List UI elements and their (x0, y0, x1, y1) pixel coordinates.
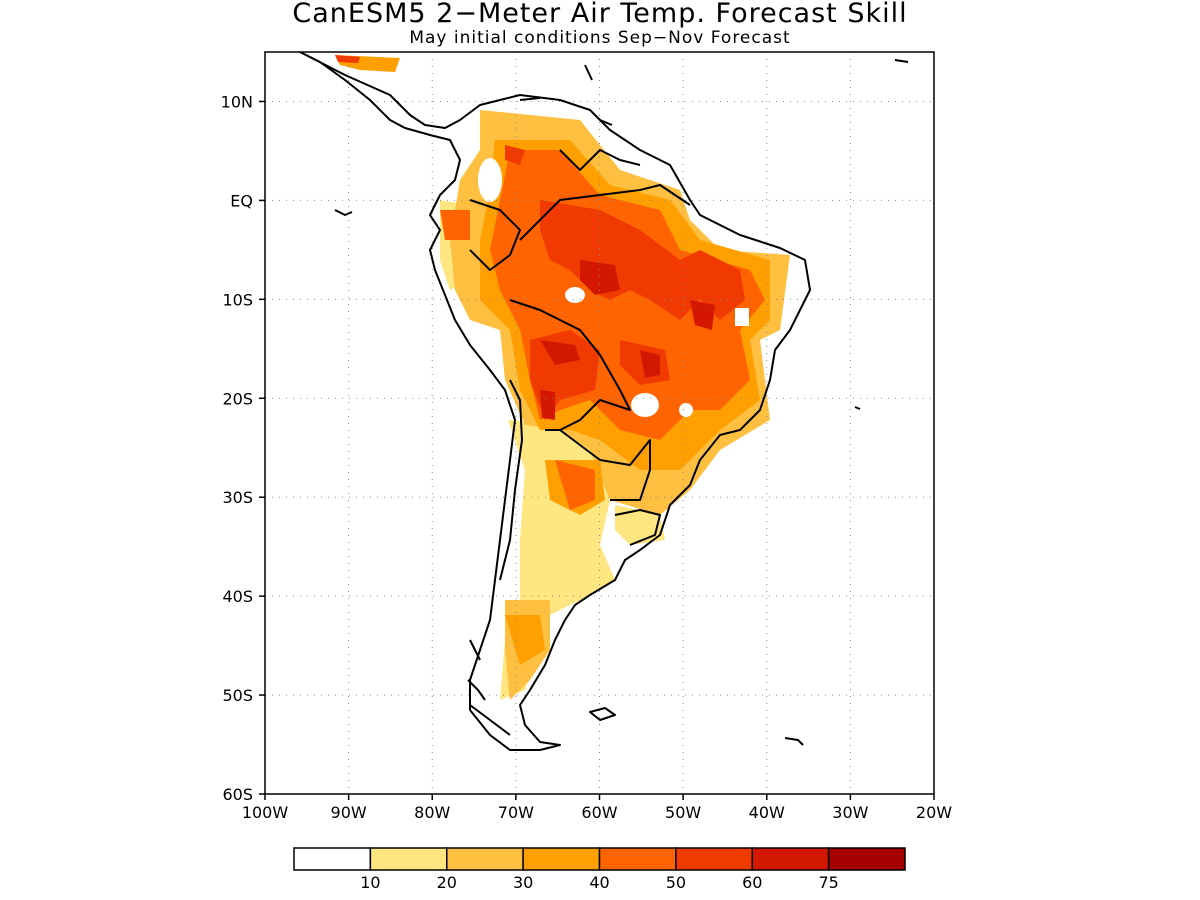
coastlines (299, 52, 909, 751)
falklands (589, 707, 616, 721)
chart-subtitle: May initial conditions Sep−Nov Forecast (409, 28, 791, 48)
colorbar-bin (446, 847, 524, 871)
chart-title: CanESM5 2−Meter Air Temp. Forecast Skill (292, 0, 908, 29)
x-tick-label: 50W (665, 803, 701, 822)
x-tick-label: 30W (832, 803, 868, 822)
colorbar-bin (369, 847, 448, 871)
caribbean-islands (519, 59, 909, 126)
y-tick-label: 20S (222, 389, 253, 408)
colorbar-bin (522, 847, 601, 871)
y-tick-label: 10S (222, 290, 253, 309)
y-tick-label: 10N (221, 92, 253, 111)
x-tick-label: 20W (916, 803, 952, 822)
map-gridlines (265, 52, 934, 794)
x-tick-label: 70W (498, 803, 534, 822)
colorbar-bin (827, 847, 906, 871)
colorbar-bin (675, 847, 753, 871)
colorbar-label: 10 (360, 873, 380, 892)
x-tick-label: 80W (414, 803, 450, 822)
y-tick-label: 50S (222, 686, 253, 705)
colorbar-bin (598, 847, 677, 871)
south-america-coastline (299, 52, 811, 751)
y-tick-label: EQ (230, 191, 253, 210)
colorbar-bin (751, 847, 830, 871)
colorbar-label: 20 (437, 873, 457, 892)
uruguay-border (614, 509, 661, 546)
tierra-del-fuego-islands (467, 639, 511, 736)
x-tick-label: 60W (581, 803, 617, 822)
brazil-border (509, 184, 691, 501)
colorbar-label: 75 (818, 873, 838, 892)
colorbar-label: 40 (589, 873, 609, 892)
y-tick-label: 60S (222, 785, 253, 804)
x-tick-label: 40W (749, 803, 785, 822)
y-tick-label: 30S (222, 488, 253, 507)
colorbar-label: 60 (742, 873, 762, 892)
colorbar-label: 50 (666, 873, 686, 892)
andes-border (499, 379, 523, 581)
northern-border (469, 149, 641, 271)
colorbar-label: 30 (513, 873, 533, 892)
x-tick-label: 100W (242, 803, 289, 822)
galapagos (334, 209, 353, 216)
skill-band-central-america (335, 55, 400, 72)
south-georgia (784, 737, 804, 746)
skill-band-60-75 (540, 260, 715, 420)
skill-field (335, 55, 790, 700)
map-axes: 100W 90W 80W 70W 60W 50W 40W 30W 20W 10N EQ 10S 20S 3… (221, 92, 953, 822)
colorbar: 10 20 30 40 50 60 75 (293, 847, 906, 892)
colorbar-bin (293, 847, 372, 871)
y-tick-label: 40S (222, 587, 253, 606)
east-brazil-island (854, 406, 861, 410)
x-tick-label: 90W (331, 803, 367, 822)
